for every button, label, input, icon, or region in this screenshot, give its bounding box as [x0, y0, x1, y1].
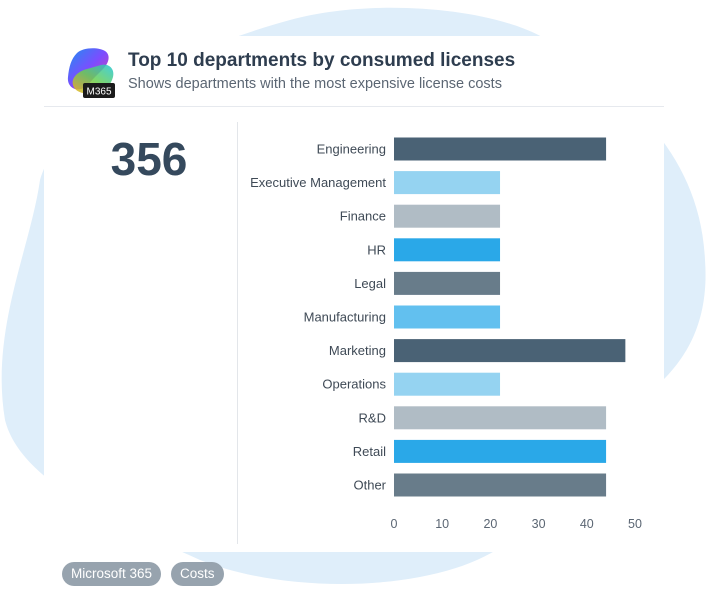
x-tick-label: 30	[532, 517, 546, 531]
bar-chart: Engineering Executive Management Finance HR…	[250, 137, 642, 531]
bar-retail[interactable]	[394, 439, 607, 463]
category-label-marketing: Marketing	[329, 343, 386, 358]
bar-finance[interactable]	[394, 204, 501, 228]
category-label-legal: Legal	[354, 276, 386, 291]
chart-subtitle: Shows departments with the most expensiv…	[128, 76, 502, 92]
logo-badge-text: M365	[86, 87, 111, 98]
bar-operations[interactable]	[394, 372, 501, 396]
x-tick-label: 20	[483, 517, 497, 531]
category-label-r-d: R&D	[359, 410, 386, 425]
bar-marketing[interactable]	[394, 339, 626, 363]
bars-layer	[394, 137, 626, 497]
tag-microsoft-365[interactable]: Microsoft 365	[62, 562, 162, 586]
bar-r-d[interactable]	[394, 406, 607, 430]
x-tick-label: 40	[580, 517, 594, 531]
chart-title: Top 10 departments by consumed licenses	[128, 50, 516, 71]
chart-card: M365 Top 10 departments by consumed lice…	[44, 36, 664, 552]
bar-hr[interactable]	[394, 238, 501, 262]
bar-executive-management[interactable]	[394, 171, 501, 195]
category-label-engineering: Engineering	[317, 142, 386, 157]
category-label-finance: Finance	[340, 209, 386, 224]
bar-manufacturing[interactable]	[394, 305, 501, 329]
category-label-executive-management: Executive Management	[250, 175, 386, 190]
card-header: M365 Top 10 departments by consumed lice…	[44, 36, 664, 107]
category-label-operations: Operations	[322, 377, 386, 392]
category-label-other: Other	[353, 478, 386, 493]
category-labels: Engineering Executive Management Finance HR…	[250, 142, 387, 493]
x-tick-label: 10	[435, 517, 449, 531]
kpi-value: 356	[110, 133, 188, 185]
section-divider	[237, 122, 238, 544]
bar-legal[interactable]	[394, 271, 501, 295]
x-tick-label: 0	[391, 517, 398, 531]
bar-engineering[interactable]	[394, 137, 607, 161]
category-label-manufacturing: Manufacturing	[304, 310, 386, 325]
m365-logo-icon: M365	[67, 48, 115, 98]
tag-costs[interactable]: Costs	[171, 562, 224, 586]
x-axis-ticks: 0 10 20 30 40 50	[391, 517, 642, 531]
tag-list: Microsoft 365 Costs	[62, 562, 224, 586]
x-tick-label: 50	[628, 517, 642, 531]
bar-other[interactable]	[394, 473, 607, 497]
category-label-retail: Retail	[353, 444, 386, 459]
category-label-hr: HR	[367, 242, 386, 257]
